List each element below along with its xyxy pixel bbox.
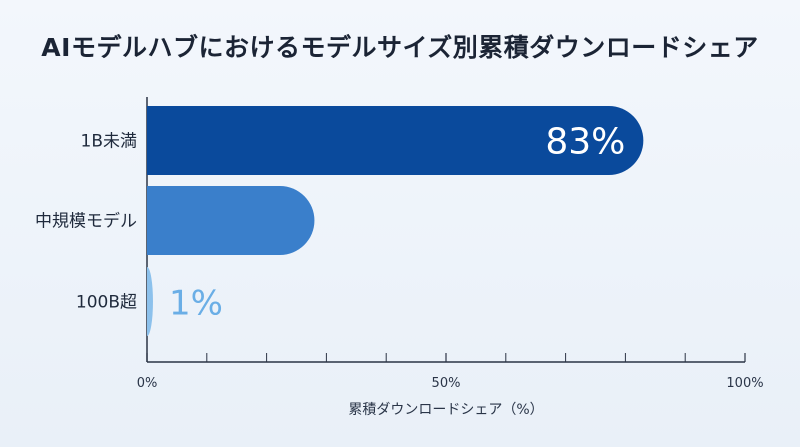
- bar: [147, 106, 644, 175]
- x-axis-label: 累積ダウンロードシェア（%）: [348, 402, 543, 418]
- x-tick-label: 100%: [726, 376, 763, 391]
- data-label: 1%: [169, 284, 223, 324]
- category-label: 100B超: [76, 293, 137, 313]
- chart-title: AIモデルハブにおけるモデルサイズ別累積ダウンロードシェア: [41, 33, 759, 62]
- bar: [147, 186, 315, 255]
- x-tick-label: 0%: [137, 376, 158, 391]
- data-label: 83%: [545, 122, 625, 163]
- x-tick-label: 50%: [432, 376, 461, 391]
- bar: [147, 267, 153, 336]
- category-label: 1B未満: [81, 132, 137, 152]
- category-label: 中規模モデル: [35, 211, 137, 232]
